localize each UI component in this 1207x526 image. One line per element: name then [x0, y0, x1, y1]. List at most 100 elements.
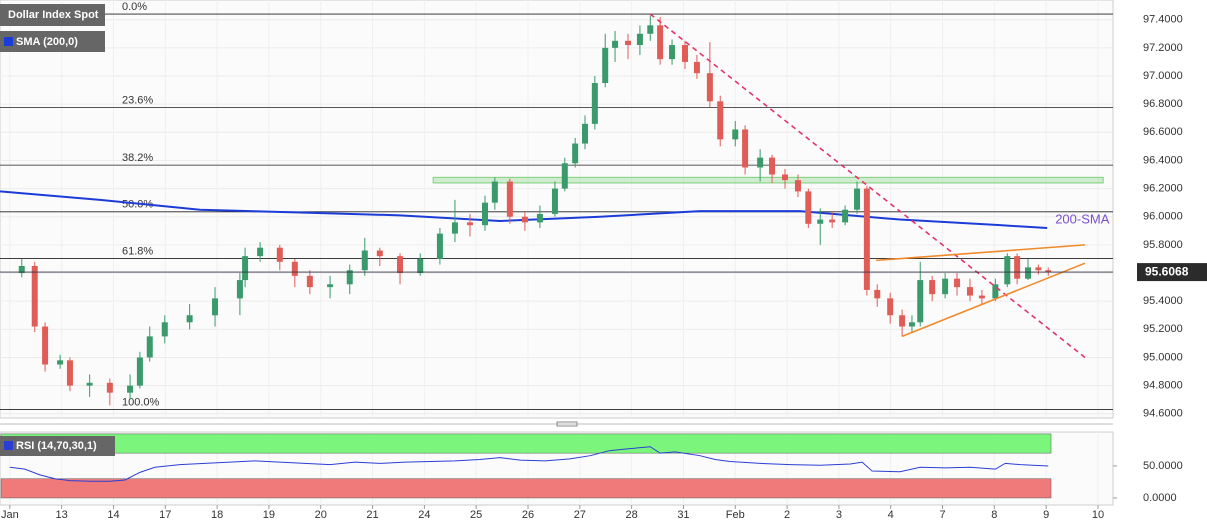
resize-handle[interactable]	[556, 421, 578, 427]
candle-body	[276, 247, 283, 262]
candle-body	[536, 213, 543, 223]
candle-body	[66, 360, 73, 386]
candle-body	[491, 181, 498, 203]
candle-body	[236, 280, 243, 299]
x-tick-label: 2	[784, 509, 790, 521]
x-tick-label: 9	[1043, 509, 1049, 521]
candle-body	[291, 261, 298, 276]
candle-body	[1014, 256, 1021, 279]
candle-body	[612, 40, 619, 48]
candle-body	[436, 233, 443, 259]
candle-body	[146, 336, 153, 358]
fib-label: 0.0%	[122, 1, 147, 13]
candle-body	[451, 222, 458, 234]
candle-body	[161, 322, 168, 337]
candle-body	[693, 61, 700, 74]
candle-body	[863, 188, 870, 290]
candle-body	[591, 83, 598, 124]
candle-body	[1025, 267, 1032, 279]
y-tick-label: 96.0000	[1143, 211, 1183, 223]
candle-body	[794, 180, 801, 192]
candle-body	[551, 188, 558, 214]
candle-body	[86, 382, 93, 386]
candle-body	[581, 123, 588, 144]
fib-label: 100.0%	[122, 396, 160, 408]
candle-body	[899, 315, 906, 327]
y-tick-label: 0.0000	[1143, 492, 1177, 504]
candle-body	[106, 382, 113, 393]
candle-body	[805, 191, 812, 224]
rsi-title-box	[0, 436, 115, 456]
x-tick-label: 8	[991, 509, 997, 521]
candle-body	[1004, 256, 1011, 285]
candle-body	[397, 256, 404, 274]
candle-body	[908, 322, 915, 327]
fib-label: 50.0%	[122, 199, 153, 211]
x-tick-label: 26	[522, 509, 534, 521]
x-tick-label: 18	[211, 509, 223, 521]
candle-body	[376, 250, 383, 257]
trendline	[901, 262, 1086, 338]
candle-body	[466, 222, 473, 226]
candle-body	[978, 295, 985, 299]
y-tick-label: 95.2000	[1143, 323, 1183, 335]
candle-body	[346, 270, 353, 285]
candle-body	[1045, 270, 1052, 273]
legend-swatch	[4, 37, 13, 46]
rsi-swatch	[4, 441, 13, 450]
fib-label: 61.8%	[122, 245, 153, 257]
sma-line	[0, 190, 1048, 229]
candle-body	[417, 258, 424, 274]
x-tick-label: 7	[939, 509, 945, 521]
candle-body	[18, 266, 25, 274]
y-tick-label: 50.0000	[1143, 460, 1183, 472]
candle-body	[854, 188, 861, 210]
rsi-title: RSI (14,70,30,1)	[16, 440, 97, 452]
candle-body	[929, 280, 936, 295]
candle-body	[657, 25, 664, 60]
candle-body	[887, 298, 894, 316]
x-tick-label: 10	[1092, 509, 1104, 521]
candle-body	[257, 247, 264, 257]
y-tick-label: 96.8000	[1143, 98, 1183, 110]
candle-body	[31, 266, 38, 327]
candle-body	[186, 315, 193, 323]
candle-body	[966, 287, 973, 296]
candle-body	[732, 129, 739, 140]
candle-body	[1035, 267, 1042, 271]
price-tag-label: 95.6068	[1145, 264, 1189, 278]
fib-label: 23.6%	[122, 94, 153, 106]
candle-body	[717, 101, 724, 140]
y-tick-label: 94.8000	[1143, 380, 1183, 392]
candle-body	[212, 298, 219, 316]
x-tick-label: 4	[888, 509, 894, 521]
x-tick-label: 25	[470, 509, 482, 521]
candle-body	[682, 45, 689, 62]
legend-label: SMA (200,0)	[16, 36, 78, 48]
title-box	[0, 4, 105, 26]
trendline	[649, 13, 1086, 359]
y-tick-label: 96.2000	[1143, 182, 1183, 194]
y-tick-label: 97.2000	[1143, 42, 1183, 54]
candle-body	[625, 40, 632, 46]
x-tick-label: 27	[574, 509, 586, 521]
x-tick-label: 14	[107, 509, 119, 521]
x-tick-label: 31	[677, 509, 689, 521]
fib-label: 38.2%	[122, 152, 153, 164]
candle-body	[561, 163, 568, 189]
x-tick-label: 20	[315, 509, 327, 521]
candle-body	[506, 181, 513, 217]
candle-body	[817, 219, 824, 224]
candle-body	[942, 278, 949, 295]
candle-body	[127, 385, 134, 393]
candle-body	[572, 143, 579, 164]
x-tick-label: Feb	[726, 509, 745, 521]
zone	[432, 176, 1104, 184]
x-tick-label: 13	[56, 509, 68, 521]
x-tick-label: 3	[836, 509, 842, 521]
candle-body	[829, 219, 836, 223]
legend-box	[0, 31, 105, 52]
candle-body	[874, 289, 881, 299]
